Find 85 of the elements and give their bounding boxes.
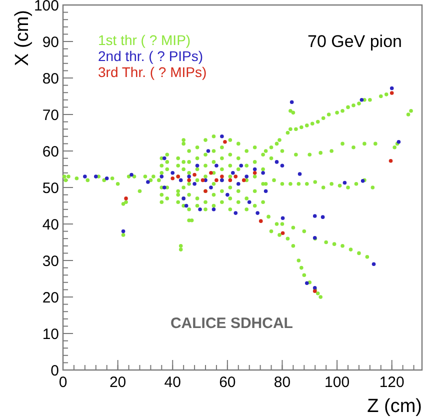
point [130, 172, 134, 177]
point [83, 174, 87, 178]
point [170, 171, 175, 175]
x-tick-label: 80 [274, 374, 291, 391]
text: 2nd thr. ( ? PIPs) [98, 48, 204, 64]
point [209, 186, 213, 190]
point [212, 208, 216, 212]
point [388, 158, 393, 163]
y-tick-label: 0 [50, 362, 59, 380]
y-tick-label: 70 [42, 106, 59, 124]
y-tick-label: 40 [42, 216, 59, 234]
point [214, 178, 218, 182]
point [290, 100, 294, 104]
point [226, 192, 230, 197]
text: 70 GeV pion [307, 32, 402, 51]
y-tick-label: 60 [42, 143, 59, 160]
point [280, 216, 285, 220]
point [187, 178, 191, 182]
point [264, 189, 268, 194]
point [342, 180, 347, 185]
point [94, 174, 98, 178]
point [160, 174, 164, 178]
point [390, 86, 394, 90]
point [195, 164, 200, 168]
point [312, 214, 317, 218]
point [220, 174, 224, 178]
point [320, 215, 325, 219]
point [104, 176, 109, 180]
point [236, 182, 240, 186]
point [256, 211, 260, 215]
point [390, 91, 394, 95]
point [252, 171, 257, 175]
annotation: CALICE SDHCAL [170, 315, 293, 332]
x-axis-title: Z (cm) [367, 396, 422, 417]
point [187, 174, 191, 178]
point [146, 180, 150, 184]
y-tick-label: 20 [42, 289, 59, 306]
point [234, 211, 238, 215]
point [228, 178, 232, 182]
point [244, 174, 249, 178]
x-tick-label: 20 [109, 374, 126, 391]
point [280, 164, 284, 168]
point [192, 182, 196, 186]
y-tick-label: 100 [34, 0, 59, 14]
y-tick-label: 10 [42, 326, 59, 343]
point [239, 164, 244, 168]
point [258, 219, 263, 223]
point [242, 178, 246, 182]
text: 3rd Thr. ( ? MIPs) [98, 64, 207, 80]
point [121, 229, 126, 234]
point [214, 164, 218, 168]
y-tick-label: 30 [42, 252, 59, 270]
point [209, 171, 213, 175]
point [274, 160, 279, 164]
y-tick-label: 50 [42, 180, 59, 197]
y-tick-label: 80 [42, 70, 59, 88]
x-tick-label: 100 [324, 374, 350, 391]
point [124, 196, 128, 200]
point [220, 134, 224, 138]
point [170, 176, 175, 180]
point [360, 98, 364, 102]
point [280, 231, 285, 236]
point [206, 149, 210, 153]
point [234, 174, 238, 178]
point [178, 178, 183, 182]
point [162, 156, 166, 160]
point [162, 186, 166, 190]
point [247, 200, 252, 204]
x-tick-label: 40 [164, 374, 181, 391]
point [261, 171, 265, 175]
point [192, 172, 196, 177]
y-tick-label: 90 [42, 34, 59, 51]
point [298, 172, 302, 176]
point [305, 281, 309, 286]
text: 1st thr ( ? MIP) [98, 32, 191, 48]
y-axis-title: X (cm) [12, 10, 33, 66]
point [231, 171, 235, 175]
point [184, 204, 188, 208]
point [198, 208, 202, 212]
point [372, 262, 376, 266]
x-tick-label: 60 [219, 374, 236, 391]
point [252, 167, 257, 172]
x-tick-label: 120 [379, 374, 404, 391]
point [200, 178, 205, 182]
point [223, 140, 227, 144]
